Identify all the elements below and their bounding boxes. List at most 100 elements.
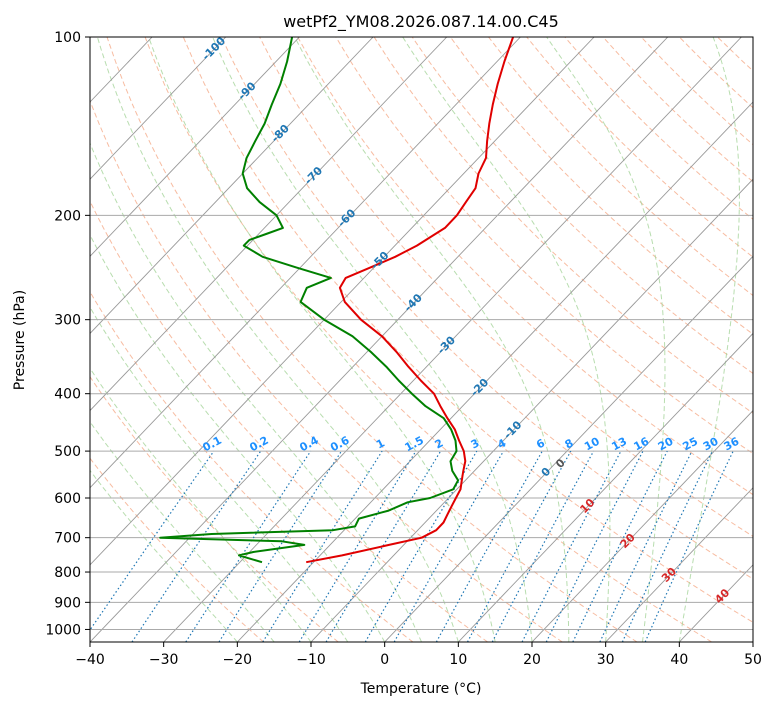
- dry-adiabat-line: [90, 99, 563, 642]
- mixing-ratio-label: 13: [609, 435, 629, 454]
- moist-adiabat-line: [90, 306, 349, 642]
- y-tick-label: 700: [54, 531, 81, 547]
- isotherm-line: [531, 409, 753, 642]
- moist-adiabat-line: [90, 233, 386, 642]
- moist-adiabat-line: [90, 420, 275, 642]
- dry-adiabat-line: [297, 37, 753, 496]
- isotherm-line: [384, 255, 753, 642]
- y-tick-label: 400: [54, 387, 81, 403]
- mixing-ratio-line: [298, 450, 417, 642]
- moist-adiabat-line: [90, 141, 422, 642]
- y-tick-label: 1000: [45, 622, 81, 638]
- mixing-ratio-label: 25: [680, 435, 700, 454]
- moist-adiabat-line: [546, 37, 666, 642]
- mixing-ratio-line: [545, 450, 644, 642]
- x-tick-label: 0: [380, 652, 389, 668]
- plot-frame: [89, 36, 754, 643]
- x-tick-label: 40: [670, 652, 688, 668]
- isotherm-line: [90, 37, 669, 642]
- x-tick-label: −30: [149, 652, 179, 668]
- x-tick-label: −10: [296, 652, 326, 668]
- dry-adiabat-line: [449, 37, 753, 335]
- chart-title: wetPf2_YM08.2026.087.14.00.C45: [283, 12, 559, 32]
- isotherm-line: [237, 101, 753, 642]
- y-tick-label: 100: [54, 30, 81, 46]
- isotherm-line: [310, 178, 753, 642]
- isotherm-line: [605, 487, 753, 642]
- y-tick-label: 600: [54, 491, 81, 507]
- x-tick-label: 30: [597, 652, 615, 668]
- y-axis-ticks: 100 200 300 400 500 600 700 800 900 1000: [45, 30, 90, 638]
- mixing-ratio-label: 36: [722, 435, 742, 454]
- mixing-ratio-label: 2: [433, 436, 446, 451]
- dry-adiabat-line: [526, 37, 753, 258]
- y-axis-label: Pressure (hPa): [12, 290, 28, 390]
- x-axis-label: Temperature (°C): [360, 681, 482, 697]
- x-tick-label: 10: [449, 652, 467, 668]
- dry-adiabat-line: [756, 37, 775, 642]
- moist-adiabat-line: [294, 37, 570, 642]
- mixing-ratio-label: 10: [582, 435, 602, 454]
- y-tick-label: 500: [54, 444, 81, 460]
- dry-adiabat-line: [488, 37, 753, 297]
- background-lines: [0, 37, 775, 642]
- dry-adiabat-line: [373, 37, 753, 414]
- y-tick-label: 200: [54, 208, 81, 224]
- mixing-ratio-line: [185, 450, 312, 642]
- moist-adiabat-line: [96, 37, 459, 642]
- dewpoint-profile: [159, 37, 460, 564]
- moist-adiabat-line: [148, 37, 496, 642]
- isotherm-line: [679, 564, 753, 642]
- mixing-ratio-label: 1: [374, 436, 387, 451]
- mixing-ratio-line: [435, 450, 543, 642]
- dry-adiabat-line: [640, 37, 753, 146]
- isotherm-line: [90, 37, 374, 335]
- dry-adiabat-line: [717, 37, 753, 72]
- mixing-ratio-line: [572, 450, 668, 642]
- moist-adiabat-line: [212, 37, 533, 642]
- mixing-ratio-line: [466, 450, 572, 642]
- dry-adiabat-line: [182, 37, 753, 623]
- dry-adiabat-line: [90, 457, 264, 642]
- y-tick-label: 900: [54, 595, 81, 611]
- isotherm-line: [0, 37, 5, 642]
- isotherm-line: [90, 37, 595, 566]
- dry-adiabat-line: [90, 200, 488, 642]
- x-axis-ticks: −40 −30 −20 −10 0 10 20 30 40 50: [75, 642, 762, 668]
- dry-adiabat-line: [602, 37, 753, 183]
- x-tick-label: −20: [223, 652, 253, 668]
- x-tick-label: −40: [75, 652, 105, 668]
- mixing-ratio-label: 16: [632, 435, 652, 454]
- isotherm-line: [90, 37, 521, 489]
- mixing-ratio-label: 3: [469, 436, 482, 451]
- y-tick-label: 300: [54, 313, 81, 329]
- mixing-ratio-line: [218, 450, 343, 642]
- sounding-profiles: [159, 37, 515, 564]
- temperature-profile: [306, 37, 515, 564]
- mixing-ratio-label: 20: [656, 435, 676, 454]
- isotherm-line: [458, 332, 753, 642]
- x-tick-label: 20: [523, 652, 541, 668]
- moist-adiabat-line: [90, 469, 238, 642]
- dry-adiabat-line: [678, 37, 753, 109]
- mixing-ratio-line: [131, 450, 262, 642]
- dry-adiabat-line: [90, 290, 414, 642]
- isotherm-line: [90, 37, 227, 180]
- isotherm-line: [90, 37, 300, 257]
- moist-adiabat-line: [678, 37, 740, 642]
- dry-adiabat-line: [106, 37, 638, 642]
- dry-adiabat-line: [564, 37, 753, 220]
- isotherm-line: [752, 641, 753, 642]
- mixing-ratio-line: [521, 450, 622, 642]
- x-tick-label: 50: [744, 652, 762, 668]
- isotherm-line: [90, 37, 448, 412]
- mixing-ratio-line: [644, 450, 734, 642]
- dry-adiabat-line: [220, 37, 753, 580]
- dry-adiabat-line: [411, 37, 753, 375]
- mixing-ratio-line: [491, 450, 595, 642]
- dry-adiabat-line: [144, 37, 712, 642]
- mixing-ratio-label: 30: [701, 435, 721, 454]
- mixing-ratio-line: [90, 450, 215, 632]
- moist-adiabat-line: [402, 37, 611, 642]
